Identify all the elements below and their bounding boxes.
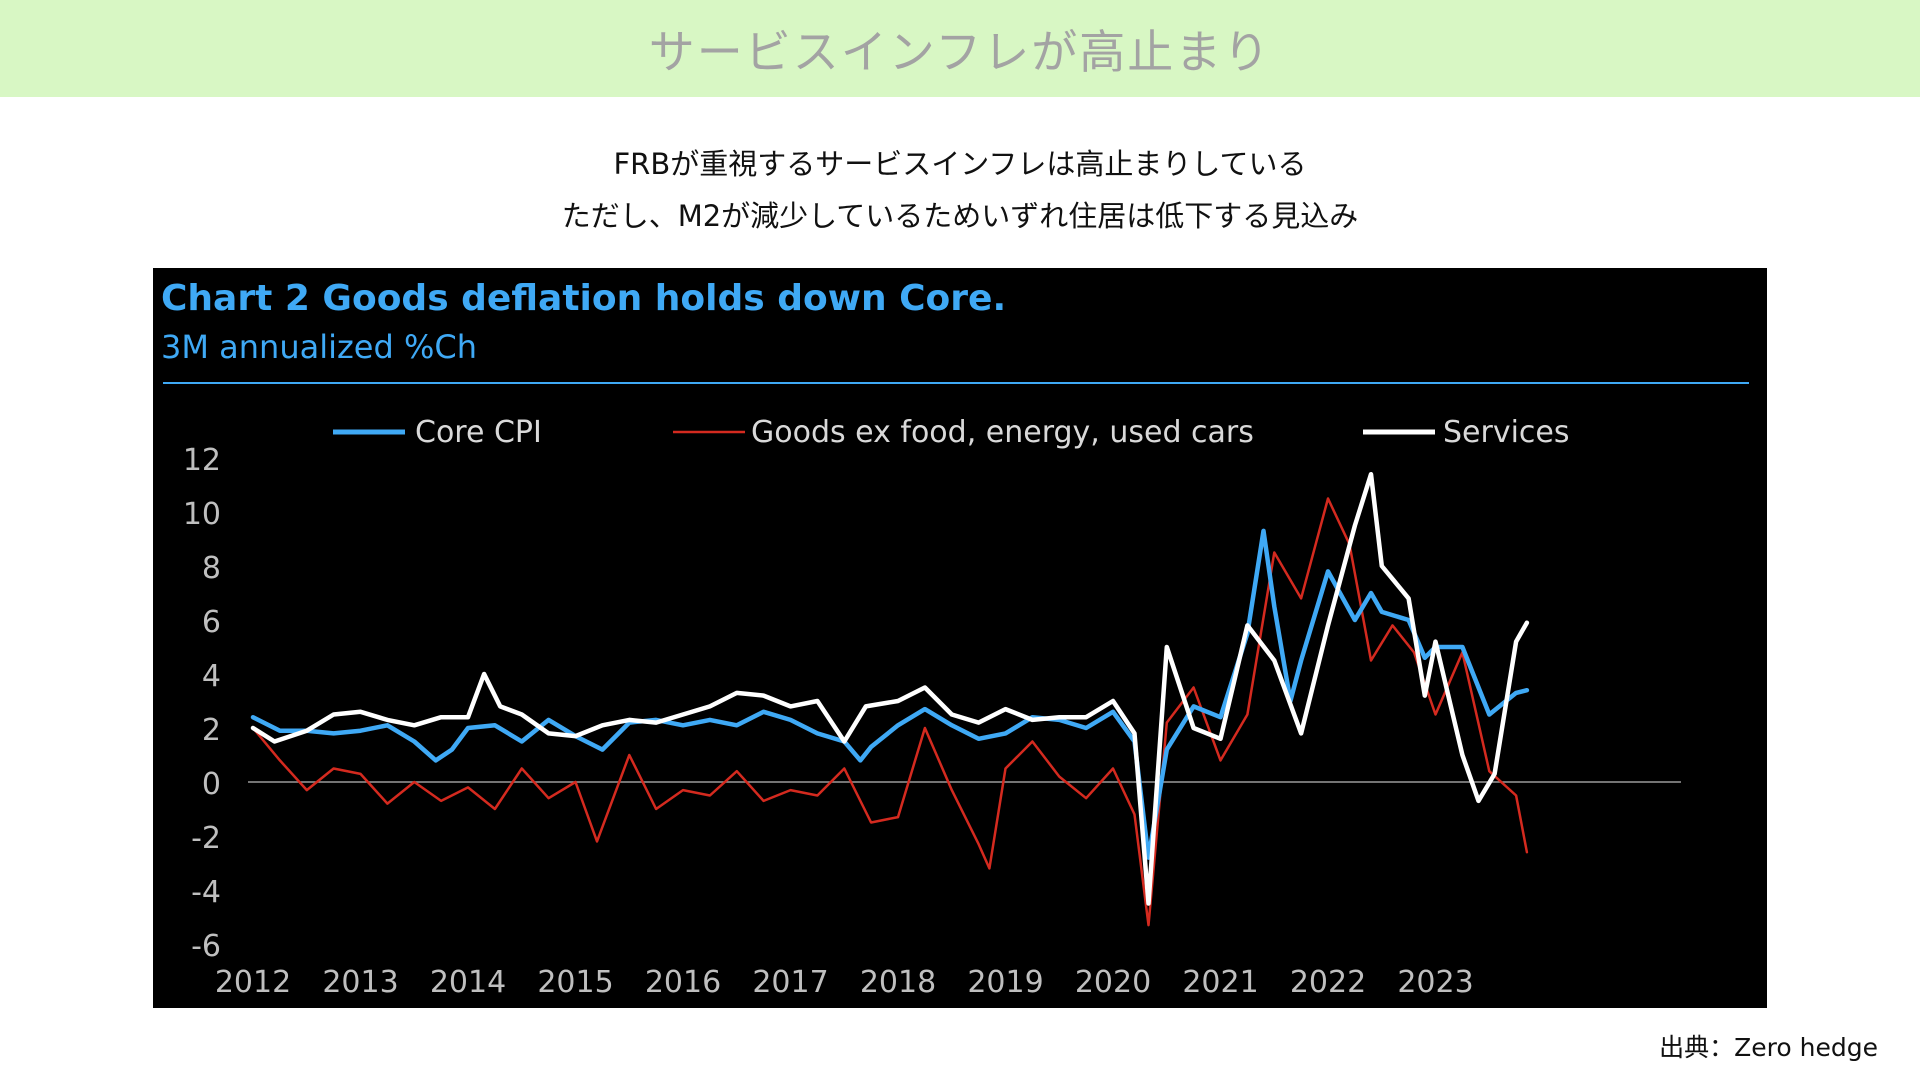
chart-panel: Chart 2 Goods deflation holds down Core.… [153,268,1767,1008]
legend-label: Services [1443,415,1570,450]
x-tick-label: 2021 [1182,965,1258,1000]
subtitle-line-1: FRBが重視するサービスインフレは高止まりしている [613,147,1307,181]
series-line [250,471,1530,906]
series-line [251,497,1529,927]
source-credit: 出典：Zero hedge [1659,1033,1878,1062]
x-tick-label: 2013 [322,965,398,1000]
series-line [250,528,1530,860]
x-tick-label: 2019 [967,965,1043,1000]
chart-title: Chart 2 Goods deflation holds down Core. [161,278,1006,319]
page-title: サービスインフレが高止まり [648,24,1272,79]
y-tick-label: 6 [202,605,221,640]
x-tick-label: 2020 [1075,965,1151,1000]
x-tick-label: 2012 [215,965,291,1000]
y-tick-label: 8 [202,551,221,586]
subtitle-line-2: ただし、M2が減少しているためいずれ住居は低下する見込み [561,199,1359,233]
x-tick-label: 2018 [860,965,936,1000]
y-tick-label: 2 [202,713,221,748]
y-tick-label: -2 [191,821,221,856]
x-tick-label: 2016 [645,965,721,1000]
legend-label: Goods ex food, energy, used cars [751,415,1254,450]
chart-subtitle: 3M annualized %Ch [161,328,477,366]
x-tick-label: 2015 [537,965,613,1000]
legend-label: Core CPI [415,415,542,450]
y-tick-label: -6 [191,929,221,964]
y-tick-label: 12 [183,443,221,478]
x-tick-label: 2023 [1397,965,1473,1000]
y-tick-label: 0 [202,767,221,802]
x-tick-label: 2014 [430,965,506,1000]
y-tick-label: 4 [202,659,221,694]
x-tick-label: 2017 [752,965,828,1000]
line-chart: Chart 2 Goods deflation holds down Core.… [161,278,1749,1000]
y-tick-label: -4 [191,875,221,910]
x-tick-label: 2022 [1290,965,1366,1000]
y-tick-label: 10 [183,497,221,532]
header-banner: サービスインフレが高止まり [0,0,1920,97]
